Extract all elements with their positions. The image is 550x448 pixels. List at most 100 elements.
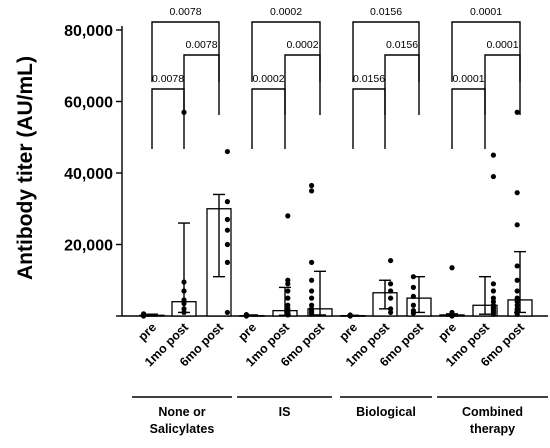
data-point [388,257,394,264]
significance-bracket [484,54,521,115]
significance-bracket [183,54,220,115]
data-point [410,293,416,299]
data-point [181,309,187,316]
data-point [490,173,496,180]
y-tick-label: 60,000 [64,95,113,112]
data-point [490,288,496,294]
significance-bracket [352,21,420,82]
data-point [490,152,496,158]
significance-bracket [251,88,286,149]
data-point [224,148,230,155]
data-point [514,295,520,301]
data-point [449,313,455,319]
data-point [181,109,187,115]
p-value-label: 0.0001 [486,39,518,51]
group-label: therapy [470,422,515,436]
data-point [388,281,394,287]
data-point [309,302,315,308]
data-point [309,311,315,317]
axes: 20,000 40,000 60,000 80,000 [64,23,548,317]
data-point [347,312,353,318]
p-value-label: 0.0002 [252,73,284,85]
data-point [285,277,291,283]
p-value-label: 0.0156 [386,39,418,51]
y-tick-label: 40,000 [64,166,113,183]
group-label: Combined [462,405,523,419]
data-point [309,182,315,189]
x-tick-label: pre [135,320,159,344]
data-point [285,302,291,308]
data-point [309,259,315,265]
data-point [388,309,394,316]
data-point [224,309,230,316]
data-point [514,277,520,283]
data-point [410,310,416,316]
significance-bracket [451,88,486,149]
data-point [285,288,291,294]
significance-bracket [451,21,521,82]
data-point [141,311,147,317]
data-point [181,279,187,285]
p-value-label: 0.0002 [286,39,318,51]
data-point [514,288,520,294]
data-point [410,284,416,290]
data-point [388,295,394,301]
data-point [285,281,291,287]
data-point [181,300,187,307]
data-point [309,288,315,294]
data-point [224,199,230,205]
data-point [490,281,496,287]
p-value-label: 0.0156 [353,73,385,85]
data-point [243,311,249,318]
significance-bracket [151,88,185,149]
data-point [285,295,291,301]
group-label: Biological [356,405,416,419]
data-point [410,302,416,308]
x-tick-label: pre [235,320,259,344]
p-value-label: 0.0078 [152,73,184,85]
significance-brackets: 0.0078 0.0078 0.0078 0.0002 0.0002 0.0002 0.01… [151,6,521,149]
data-point [388,288,394,294]
data-point [490,311,496,317]
data-point [410,274,416,280]
data-point [514,222,520,228]
significance-bracket [151,21,220,82]
data-point [224,241,230,248]
significance-bracket [352,88,386,149]
x-tick-label: pre [336,320,360,344]
y-tick-label: 80,000 [64,23,113,40]
data-point [309,295,315,301]
data-point [224,216,230,223]
data-point [309,277,315,283]
data-point [181,288,187,294]
group-label: None or [158,405,205,419]
p-value-label: 0.0001 [452,73,484,85]
x-tick-label: pre [435,320,459,344]
data-point [224,259,230,265]
p-value-label: 0.0001 [470,6,502,18]
significance-bracket [384,54,420,115]
data-point [514,263,520,269]
bars [139,109,533,319]
data-point [514,190,520,196]
p-value-label: 0.0156 [370,6,402,18]
data-point [490,299,496,305]
data-point [514,302,520,308]
group-label: IS [279,405,291,419]
p-value-label: 0.0078 [169,6,201,18]
data-point [181,306,187,312]
data-point [449,265,455,271]
group-label: Salicylates [150,422,215,436]
group-labels: None or Salicylates IS Biological Combined th… [132,396,548,436]
data-point [224,227,230,233]
y-tick-label: 20,000 [64,238,113,255]
p-value-label: 0.0002 [270,6,302,18]
data-point [388,306,394,312]
significance-bracket [251,21,321,82]
p-value-label: 0.0078 [185,39,217,51]
data-point [490,295,496,301]
data-point [514,299,520,305]
data-point [181,297,187,303]
